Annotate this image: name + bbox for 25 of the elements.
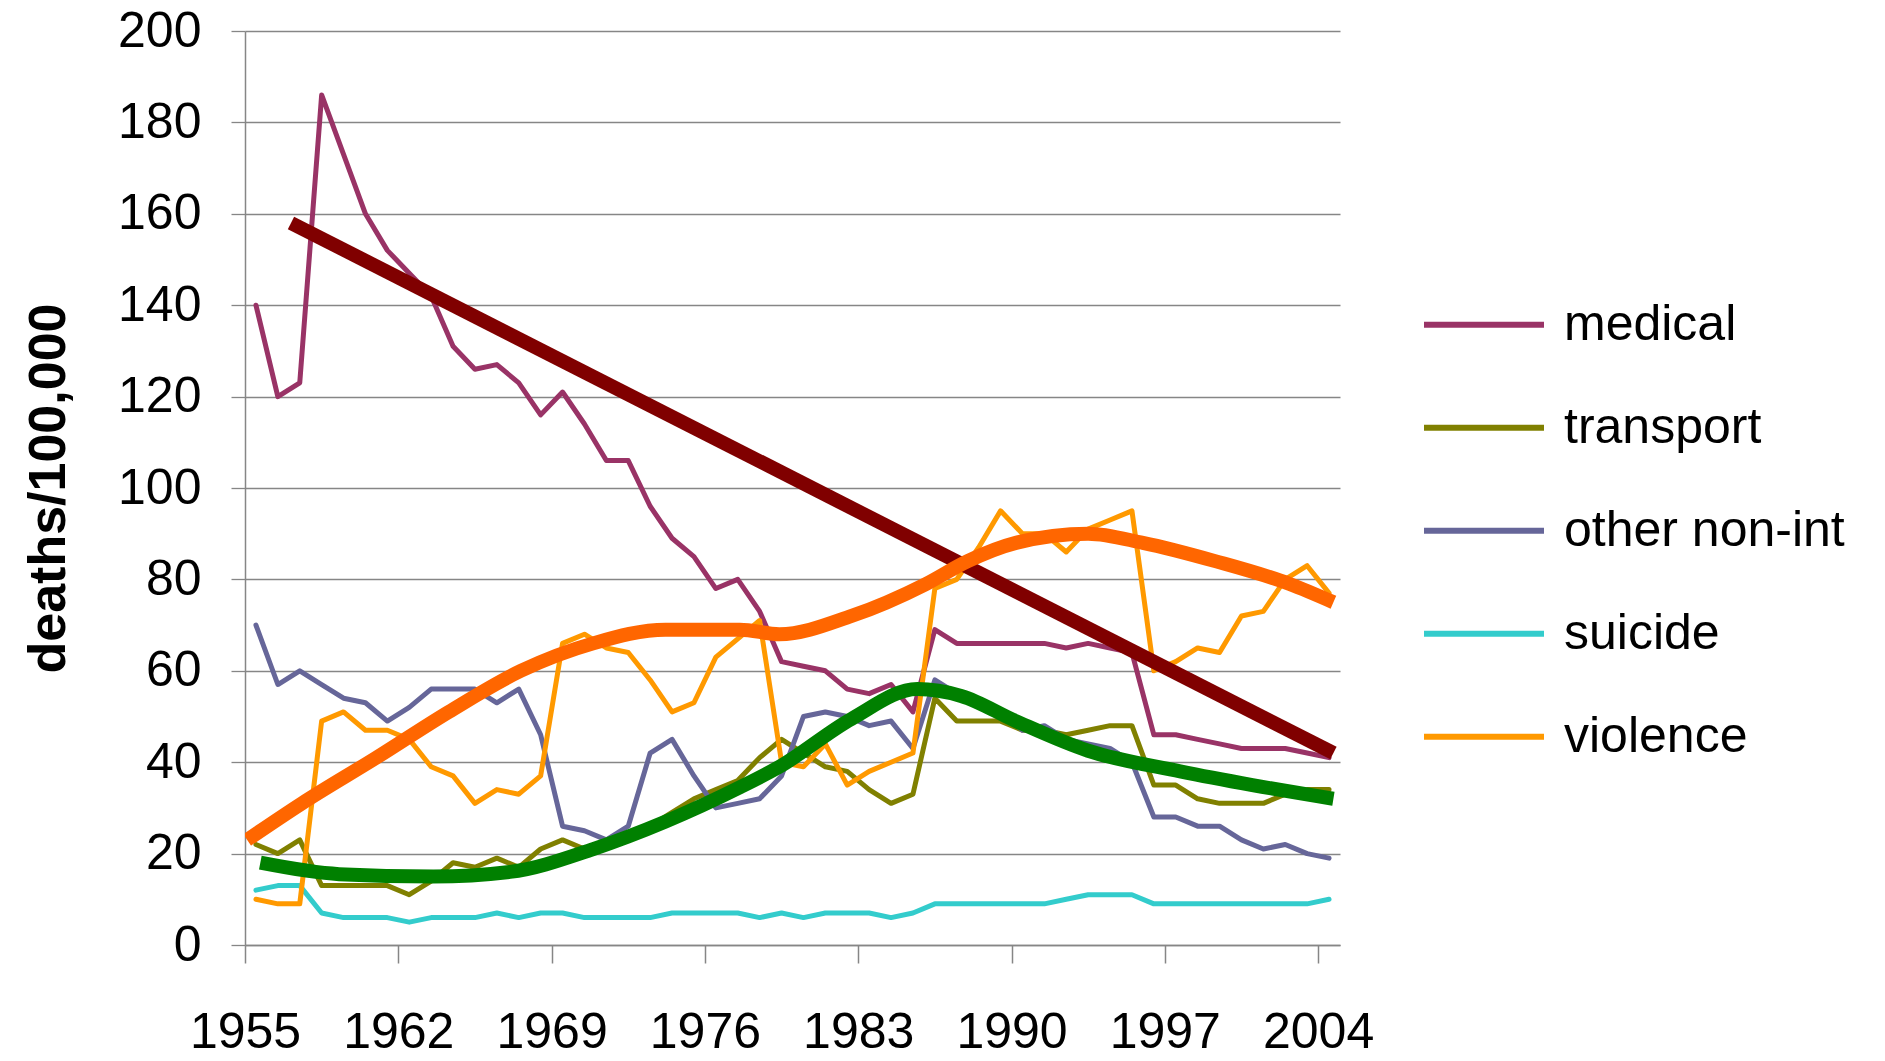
legend-label: medical: [1564, 294, 1737, 351]
legend-label: other non-int: [1564, 500, 1845, 557]
y-tick-label: 200: [118, 1, 202, 58]
legend-label: violence: [1564, 706, 1748, 763]
y-tick-label: 60: [145, 641, 202, 698]
y-tick-label: 140: [118, 275, 202, 332]
y-tick-label: 40: [145, 732, 202, 789]
x-tick-label: 1976: [649, 1002, 762, 1059]
y-tick-label: 80: [145, 549, 202, 606]
x-tick-label: 1990: [956, 1002, 1068, 1059]
y-tick-label: 20: [145, 824, 202, 881]
y-tick-label: 120: [118, 367, 202, 424]
legend-label: transport: [1564, 397, 1762, 454]
x-tick-label: 1955: [189, 1002, 302, 1059]
y-tick-label: 180: [118, 92, 202, 149]
y-tick-label: 0: [173, 915, 202, 972]
x-tick-label: 1997: [1109, 1002, 1221, 1059]
x-tick-label: 1983: [803, 1002, 915, 1059]
y-axis-title: deaths/100,000: [18, 303, 77, 674]
y-tick-label: 100: [118, 458, 202, 515]
x-tick-label: 2004: [1262, 1002, 1375, 1059]
x-tick-label: 1962: [343, 1002, 455, 1059]
y-tick-label: 160: [118, 184, 202, 241]
x-tick-label: 1969: [496, 1002, 608, 1059]
legend-label: suicide: [1564, 603, 1720, 660]
